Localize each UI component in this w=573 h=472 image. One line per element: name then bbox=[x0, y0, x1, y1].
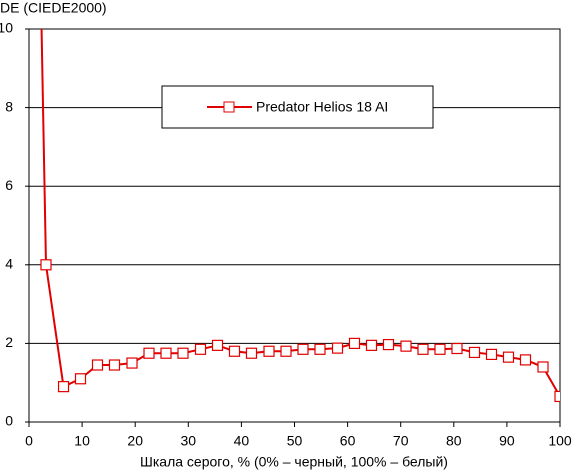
x-tick-label: 60 bbox=[340, 433, 356, 449]
x-tick-label: 20 bbox=[127, 433, 143, 449]
marker bbox=[451, 342, 463, 355]
marker bbox=[40, 259, 52, 271]
marker bbox=[519, 354, 532, 366]
series bbox=[40, 29, 560, 403]
y-axis-title: DE (CIEDE2000) bbox=[0, 0, 107, 16]
y-tick-label: 8 bbox=[5, 98, 13, 114]
marker bbox=[365, 339, 378, 351]
marker bbox=[160, 347, 172, 359]
marker bbox=[108, 359, 121, 371]
marker bbox=[502, 351, 515, 363]
marker bbox=[143, 347, 155, 359]
x-tick-label: 100 bbox=[548, 433, 572, 449]
marker bbox=[468, 346, 481, 359]
marker bbox=[417, 343, 429, 355]
x-tick-label: 70 bbox=[393, 433, 409, 449]
marker bbox=[57, 381, 70, 393]
marker bbox=[382, 338, 395, 351]
legend-label: Predator Helios 18 AI bbox=[256, 99, 388, 115]
x-tick-label: 80 bbox=[446, 433, 462, 449]
y-tick-label: 2 bbox=[5, 334, 13, 350]
y-tick-label: 0 bbox=[5, 413, 13, 429]
marker bbox=[228, 345, 241, 357]
y-tick-label: 4 bbox=[5, 256, 13, 272]
marker bbox=[314, 343, 326, 355]
marker bbox=[211, 339, 224, 351]
marker bbox=[434, 343, 446, 355]
marker bbox=[485, 348, 498, 361]
x-tick-label: 50 bbox=[287, 433, 303, 449]
marker bbox=[91, 359, 104, 371]
marker bbox=[74, 373, 87, 385]
marker bbox=[331, 342, 344, 354]
y-tick-label: 10 bbox=[0, 20, 13, 36]
marker bbox=[400, 340, 412, 352]
marker bbox=[297, 343, 309, 355]
y-tick-label: 6 bbox=[5, 177, 13, 193]
marker bbox=[537, 361, 549, 373]
marker bbox=[245, 347, 258, 359]
marker bbox=[348, 337, 361, 349]
x-tick-label: 30 bbox=[181, 433, 197, 449]
x-tick-label: 10 bbox=[74, 433, 90, 449]
x-axis-title: Шкала серого, % (0% – черный, 100% – бел… bbox=[140, 454, 448, 470]
marker bbox=[177, 347, 189, 359]
marker bbox=[126, 357, 138, 369]
legend-marker bbox=[223, 101, 235, 113]
marker bbox=[263, 345, 275, 357]
x-tick-label: 40 bbox=[234, 433, 250, 449]
marker bbox=[194, 343, 207, 355]
x-tick-label: 0 bbox=[25, 433, 33, 449]
marker bbox=[280, 345, 292, 357]
marker bbox=[554, 390, 560, 403]
x-tick-label: 90 bbox=[499, 433, 515, 449]
